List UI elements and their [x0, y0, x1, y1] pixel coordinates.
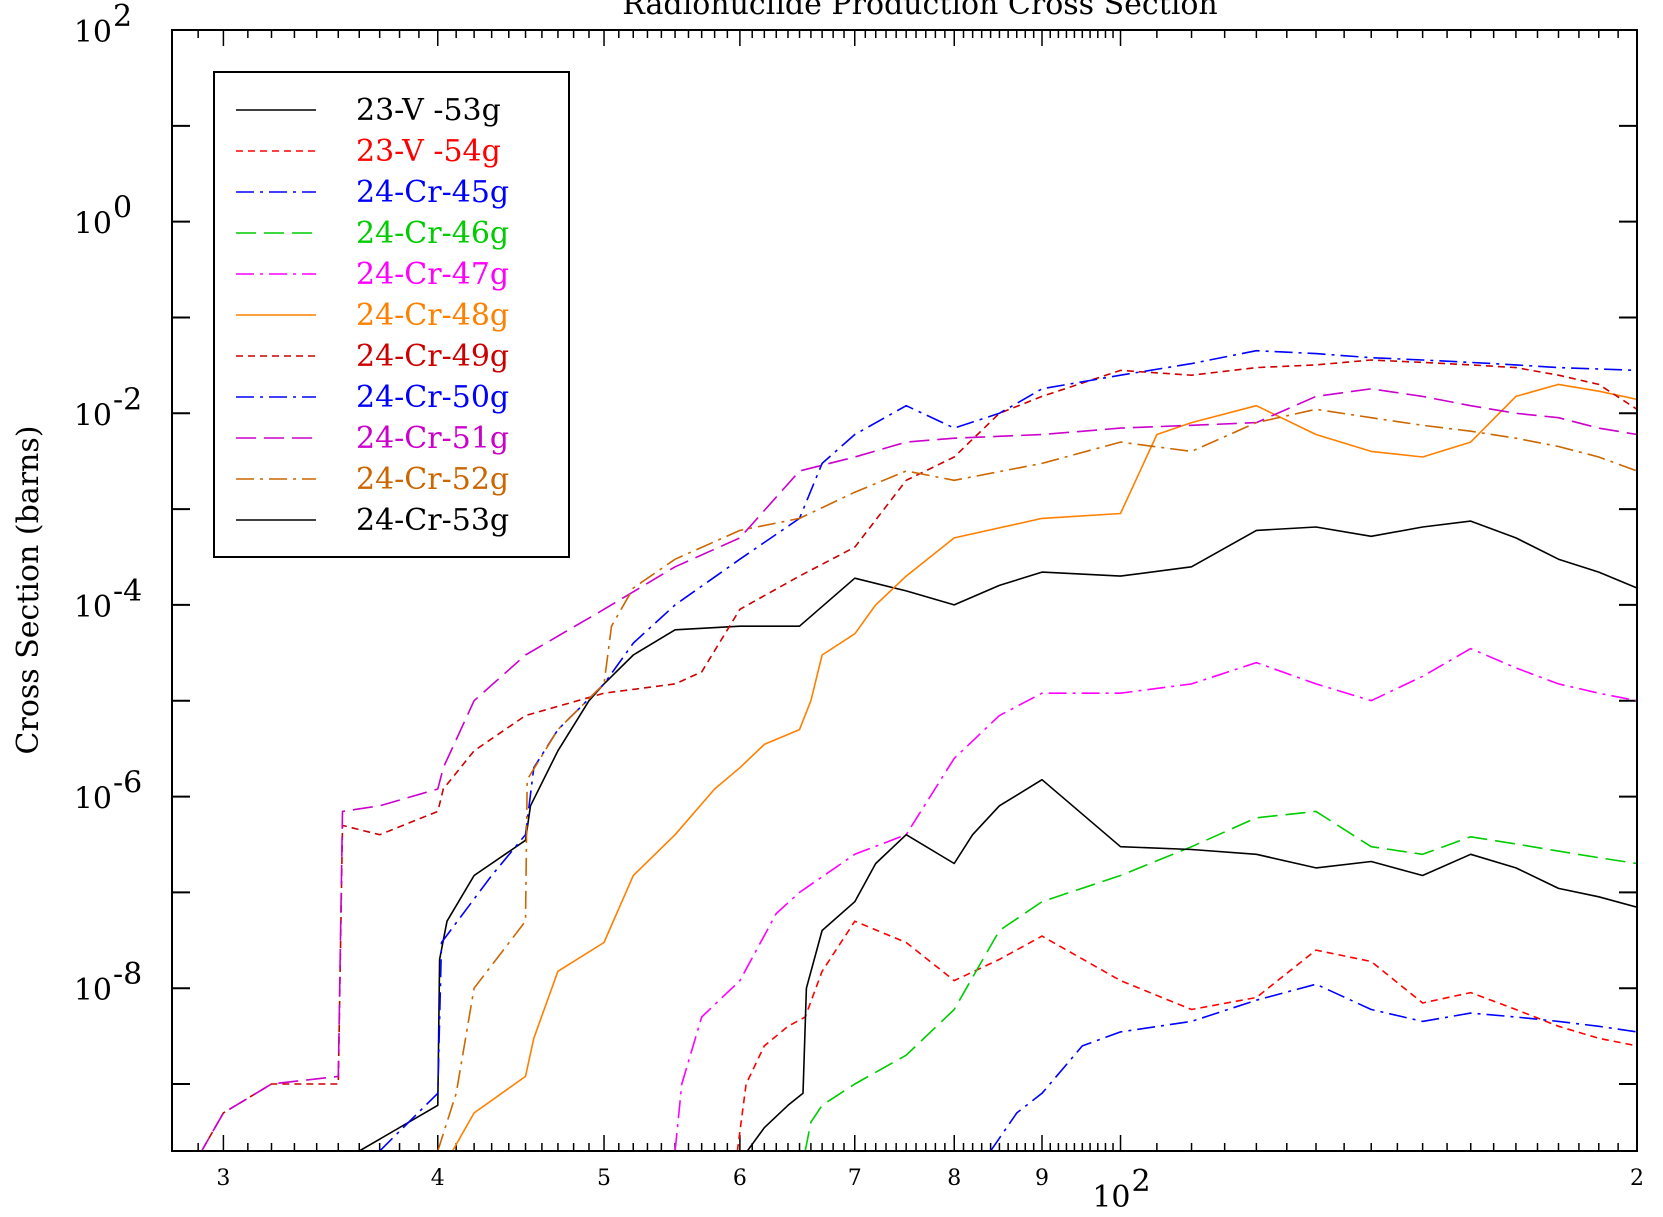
legend-label: 24-Cr-45g — [356, 175, 509, 210]
x-tick-label: 3 — [216, 1166, 230, 1191]
y-tick-label: 10 -2 — [74, 382, 142, 433]
series-line — [358, 520, 1637, 1151]
legend: 23-V -53g 23-V -54g 24-Cr-45g 24-Cr-46g 24-C… — [213, 71, 570, 558]
y-tick-label: 10 2 — [74, 0, 132, 50]
x-decade-label-exponent: 2 — [1132, 1164, 1151, 1199]
legend-item: 24-Cr-53g — [236, 503, 509, 538]
x-axis-tick-labels: 3 4 5 6 7 8 9 210 2 — [216, 1164, 1644, 1215]
series-line — [200, 359, 1637, 1151]
legend-item: 23-V -54g — [236, 134, 501, 169]
series-line — [804, 810, 1637, 1151]
series-line — [674, 647, 1637, 1151]
chart-title: Radionuclide Production Cross Section — [622, 0, 1217, 22]
legend-label: 24-Cr-49g — [356, 339, 509, 374]
legend-item: 24-Cr-47g — [236, 257, 509, 292]
legend-item: 24-Cr-51g — [236, 421, 509, 456]
legend-item: 24-Cr-48g — [236, 298, 509, 333]
legend-item: 23-V -53g — [236, 93, 501, 128]
legend-label: 24-Cr-52g — [356, 462, 509, 497]
x-decade-label-base: 10 — [1092, 1180, 1130, 1215]
y-tick-label-exponent: -2 — [113, 382, 142, 417]
y-tick-label: 10 -6 — [74, 766, 142, 817]
y-tick-label-exponent: -8 — [113, 957, 142, 992]
plot-frame — [171, 29, 1638, 1152]
x-tick-label: 7 — [848, 1166, 862, 1191]
x-tick-label: 9 — [1035, 1166, 1049, 1191]
legend-item: 24-Cr-52g — [236, 462, 509, 497]
y-tick-label-exponent: -4 — [113, 574, 142, 609]
legend-item: 24-Cr-46g — [236, 216, 509, 251]
legend-label: 24-Cr-48g — [356, 298, 509, 333]
series-line — [736, 920, 1637, 1151]
y-tick-label-base: 10 — [74, 398, 112, 433]
legend-item: 24-Cr-49g — [236, 339, 509, 374]
legend-label: 24-Cr-50g — [356, 380, 509, 415]
y-tick-label-base: 10 — [74, 207, 112, 242]
series-line — [437, 408, 1637, 1151]
y-tick-label-base: 10 — [74, 973, 112, 1008]
series-line — [379, 349, 1637, 1151]
y-tick-label-base: 10 — [74, 782, 112, 817]
x-decade-label: 10 2 — [1092, 1164, 1150, 1215]
y-tick-label: 10 -4 — [74, 574, 142, 625]
y-tick-label-base: 10 — [74, 590, 112, 625]
series-line — [451, 383, 1637, 1151]
legend-item: 24-Cr-50g — [236, 380, 509, 415]
legend-label: 24-Cr-46g — [356, 216, 509, 251]
y-tick-label: 10 -8 — [74, 957, 142, 1008]
legend-label: 24-Cr-51g — [356, 421, 509, 456]
legend-label: 24-Cr-53g — [356, 503, 509, 538]
y-axis-title: Cross Section (barns) — [11, 426, 46, 755]
x-tick-label: 4 — [431, 1166, 445, 1191]
legend-label: 23-V -53g — [356, 93, 501, 128]
series-line — [989, 983, 1637, 1151]
y-tick-label-exponent: -6 — [113, 766, 142, 801]
legend-items: 23-V -53g 23-V -54g 24-Cr-45g 24-Cr-46g 24-C… — [236, 93, 509, 538]
x-tick-label: 5 — [597, 1166, 611, 1191]
x-tick-label: 6 — [733, 1166, 747, 1191]
x-tick-label: 2 — [1630, 1166, 1644, 1191]
legend-label: 24-Cr-47g — [356, 257, 509, 292]
x-tick-label: 8 — [947, 1166, 961, 1191]
legend-item: 24-Cr-45g — [236, 175, 509, 210]
y-tick-label-base: 10 — [74, 15, 112, 50]
y-tick-label-exponent: 0 — [113, 191, 132, 226]
series-lines — [200, 349, 1637, 1151]
y-tick-label: 10 0 — [74, 191, 132, 242]
y-tick-label-exponent: 2 — [113, 0, 132, 34]
series-line — [200, 387, 1637, 1151]
legend-label: 23-V -54g — [356, 134, 501, 169]
series-line — [746, 778, 1637, 1151]
